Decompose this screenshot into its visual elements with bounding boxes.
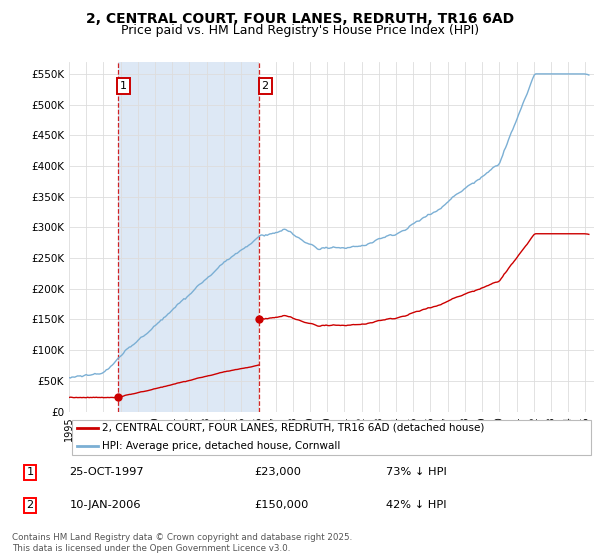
Text: HPI: Average price, detached house, Cornwall: HPI: Average price, detached house, Corn… — [101, 441, 340, 451]
Text: 1: 1 — [120, 81, 127, 91]
Text: 42% ↓ HPI: 42% ↓ HPI — [386, 500, 447, 510]
Bar — [118, 62, 259, 412]
Text: 2: 2 — [26, 500, 34, 510]
FancyBboxPatch shape — [71, 420, 592, 455]
Text: £150,000: £150,000 — [254, 500, 308, 510]
Text: Contains HM Land Registry data © Crown copyright and database right 2025.
This d: Contains HM Land Registry data © Crown c… — [12, 533, 352, 553]
Text: Price paid vs. HM Land Registry's House Price Index (HPI): Price paid vs. HM Land Registry's House … — [121, 24, 479, 37]
Text: 25-OCT-1997: 25-OCT-1997 — [70, 467, 144, 477]
Text: 2: 2 — [262, 81, 269, 91]
Text: 10-JAN-2006: 10-JAN-2006 — [70, 500, 141, 510]
Text: 2, CENTRAL COURT, FOUR LANES, REDRUTH, TR16 6AD: 2, CENTRAL COURT, FOUR LANES, REDRUTH, T… — [86, 12, 514, 26]
Text: 1: 1 — [26, 467, 34, 477]
Text: 2, CENTRAL COURT, FOUR LANES, REDRUTH, TR16 6AD (detached house): 2, CENTRAL COURT, FOUR LANES, REDRUTH, T… — [101, 423, 484, 433]
Text: 73% ↓ HPI: 73% ↓ HPI — [386, 467, 447, 477]
Text: £23,000: £23,000 — [254, 467, 301, 477]
